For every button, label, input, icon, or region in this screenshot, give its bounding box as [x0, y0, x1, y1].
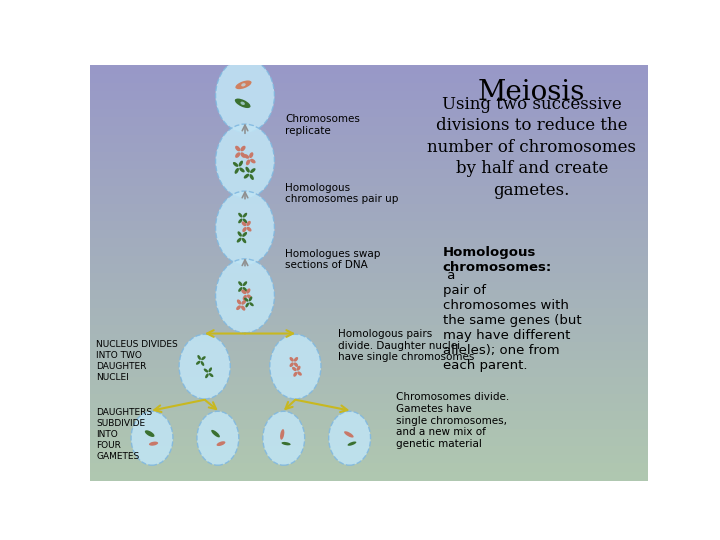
Ellipse shape — [243, 295, 247, 300]
Ellipse shape — [204, 368, 208, 373]
Ellipse shape — [243, 219, 247, 224]
Ellipse shape — [263, 411, 305, 465]
Ellipse shape — [294, 357, 298, 362]
Ellipse shape — [196, 361, 200, 365]
Ellipse shape — [282, 442, 291, 446]
Ellipse shape — [241, 289, 246, 294]
Text: Chromosomes
replicate: Chromosomes replicate — [285, 114, 360, 136]
Ellipse shape — [238, 219, 243, 224]
Ellipse shape — [250, 159, 256, 164]
Text: NUCLEUS DIVIDES
INTO TWO
DAUGHTER
NUCLEI: NUCLEUS DIVIDES INTO TWO DAUGHTER NUCLEI — [96, 340, 178, 382]
Ellipse shape — [292, 367, 297, 371]
Text: Using two successive
divisions to reduce the
number of chromosomes
by half and c: Using two successive divisions to reduce… — [427, 96, 636, 199]
Ellipse shape — [243, 287, 247, 292]
Ellipse shape — [280, 429, 284, 440]
Text: Homologous
chromosomes pair up: Homologous chromosomes pair up — [285, 183, 399, 204]
Ellipse shape — [215, 191, 274, 265]
Ellipse shape — [215, 259, 274, 333]
Ellipse shape — [237, 238, 242, 242]
Ellipse shape — [201, 361, 204, 366]
Ellipse shape — [344, 431, 354, 437]
Ellipse shape — [246, 302, 249, 307]
Ellipse shape — [149, 442, 158, 446]
Ellipse shape — [241, 300, 246, 305]
Ellipse shape — [241, 83, 246, 86]
Ellipse shape — [243, 213, 247, 218]
Ellipse shape — [238, 213, 243, 218]
Ellipse shape — [238, 231, 242, 237]
Ellipse shape — [247, 227, 251, 232]
Ellipse shape — [289, 357, 294, 362]
Ellipse shape — [249, 302, 253, 306]
Ellipse shape — [211, 430, 220, 437]
Text: DAUGHTERS
SUBDIVIDE
INTO
FOUR
GAMETES: DAUGHTERS SUBDIVIDE INTO FOUR GAMETES — [96, 408, 153, 461]
Text: a
pair of
chromosomes with
the same genes (but
may have different
alleles); one : a pair of chromosomes with the same gene… — [443, 269, 581, 372]
Ellipse shape — [297, 372, 302, 376]
Ellipse shape — [246, 159, 250, 165]
Ellipse shape — [250, 168, 256, 173]
Ellipse shape — [209, 373, 213, 377]
Text: Chromosomes divide.
Gametes have
single chromosomes,
and a new mix of
genetic ma: Chromosomes divide. Gametes have single … — [396, 393, 509, 449]
Ellipse shape — [235, 168, 239, 174]
Ellipse shape — [240, 102, 245, 105]
Ellipse shape — [246, 288, 251, 294]
Ellipse shape — [297, 366, 300, 370]
Ellipse shape — [243, 227, 247, 232]
Ellipse shape — [235, 80, 251, 89]
Ellipse shape — [235, 98, 251, 108]
Ellipse shape — [240, 152, 246, 158]
Ellipse shape — [240, 146, 246, 151]
Text: Homologues swap
sections of DNA: Homologues swap sections of DNA — [285, 249, 381, 271]
Ellipse shape — [294, 362, 298, 367]
Ellipse shape — [250, 174, 254, 180]
Ellipse shape — [197, 355, 201, 360]
Ellipse shape — [236, 305, 241, 310]
Ellipse shape — [205, 373, 209, 378]
Ellipse shape — [215, 124, 274, 198]
Ellipse shape — [348, 442, 356, 446]
Ellipse shape — [237, 299, 241, 305]
Ellipse shape — [179, 334, 230, 399]
Ellipse shape — [238, 281, 243, 286]
Ellipse shape — [145, 430, 155, 437]
Ellipse shape — [241, 306, 246, 310]
Ellipse shape — [242, 238, 246, 243]
Ellipse shape — [270, 334, 321, 399]
Ellipse shape — [248, 296, 252, 301]
Ellipse shape — [217, 441, 225, 446]
Ellipse shape — [243, 281, 247, 286]
Ellipse shape — [246, 221, 251, 226]
Ellipse shape — [238, 287, 243, 292]
Ellipse shape — [215, 59, 274, 132]
Ellipse shape — [244, 174, 249, 179]
Text: Meiosis: Meiosis — [478, 79, 585, 106]
Ellipse shape — [197, 411, 239, 465]
Ellipse shape — [329, 411, 371, 465]
Ellipse shape — [233, 162, 238, 167]
Ellipse shape — [131, 411, 173, 465]
Ellipse shape — [238, 160, 243, 166]
Ellipse shape — [235, 152, 240, 158]
Ellipse shape — [293, 372, 297, 377]
Ellipse shape — [242, 232, 247, 237]
Text: Homologous
chromosomes:: Homologous chromosomes: — [443, 246, 552, 274]
Ellipse shape — [247, 294, 252, 299]
Ellipse shape — [209, 367, 212, 372]
Ellipse shape — [244, 298, 248, 302]
Ellipse shape — [201, 356, 206, 360]
Ellipse shape — [246, 167, 250, 173]
Text: Homologous pairs
divide. Daughter nuclei
have single chromosomes: Homologous pairs divide. Daughter nuclei… — [338, 329, 474, 362]
Ellipse shape — [243, 154, 249, 159]
Ellipse shape — [235, 146, 240, 151]
Ellipse shape — [242, 221, 246, 226]
Ellipse shape — [249, 152, 253, 158]
Ellipse shape — [239, 167, 245, 172]
Ellipse shape — [289, 362, 294, 367]
